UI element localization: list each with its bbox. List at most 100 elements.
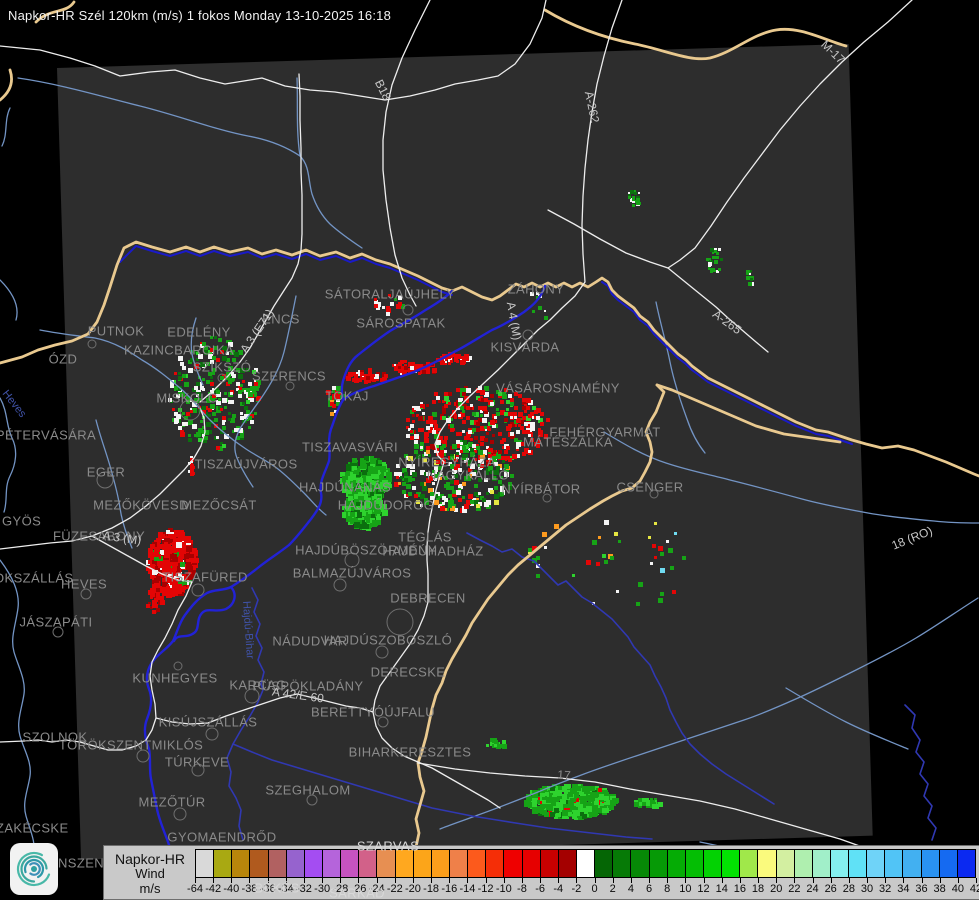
radar-cell: [432, 482, 435, 485]
radar-cell: [562, 810, 568, 816]
radar-cell: [200, 420, 203, 423]
legend-color-box: [522, 850, 541, 877]
radar-cell: [504, 450, 508, 454]
radar-cell: [462, 392, 466, 396]
map-line: [226, 587, 265, 841]
radar-cell: [376, 520, 381, 525]
legend-tick: [921, 878, 923, 883]
radar-cell: [248, 392, 253, 397]
radar-cell: [332, 390, 335, 393]
radar-cell: [474, 500, 479, 505]
radar-cell: [178, 356, 183, 361]
radar-cell: [172, 408, 175, 411]
map-line: [372, 461, 501, 809]
radar-cell: [632, 196, 635, 199]
radar-cell: [212, 412, 216, 416]
radar-cell: [334, 390, 338, 394]
legend-tick-value: 36: [915, 883, 928, 895]
radar-cell: [396, 476, 399, 479]
radar-cell: [398, 296, 402, 300]
radar-cell: [176, 414, 181, 419]
radar-cell: [176, 568, 180, 572]
radar-cell: [448, 500, 451, 503]
legend-color-box: [631, 850, 650, 877]
radar-cell: [178, 376, 182, 380]
radar-cell: [158, 570, 162, 574]
radar-cell: [212, 368, 216, 372]
radar-cell: [598, 788, 602, 792]
radar-cell: [228, 412, 231, 415]
map-lines: [0, 0, 979, 865]
radar-cell: [402, 478, 405, 481]
radar-cell: [152, 610, 156, 614]
radar-cell: [200, 362, 205, 367]
radar-cell: [630, 190, 634, 194]
radar-cell: [462, 454, 466, 458]
radar-cell: [386, 312, 390, 316]
legend-tick-value: 42: [969, 883, 979, 895]
radar-cell: [746, 276, 750, 280]
radar-cell: [480, 464, 484, 468]
radar-cell: [382, 374, 385, 377]
radar-cell: [346, 516, 352, 522]
radar-cell: [442, 416, 446, 420]
radar-cell: [420, 446, 423, 449]
radar-cell: [490, 420, 495, 425]
radar-cell: [426, 446, 430, 450]
radar-cell: [420, 494, 425, 499]
legend-tick-value: -4: [553, 883, 564, 895]
radar-cell: [508, 458, 512, 462]
radar-cell: [428, 476, 433, 481]
radar-cell: [170, 562, 174, 566]
radar-cell: [672, 590, 676, 594]
legend-tick: [885, 878, 887, 883]
radar-cell: [522, 416, 526, 420]
town-outline: [377, 716, 389, 728]
radar-cell: [208, 354, 213, 359]
radar-cell: [154, 590, 157, 593]
radar-cell: [202, 426, 205, 429]
radar-cell: [530, 426, 535, 431]
radar-cell: [410, 366, 414, 370]
radar-cell: [150, 588, 155, 593]
radar-cell: [356, 488, 362, 494]
radar-cell: [372, 374, 375, 377]
radar-cell: [250, 420, 254, 424]
radar-cell: [394, 472, 398, 476]
radar-cell: [210, 380, 213, 383]
radar-cell: [202, 410, 206, 414]
radar-cell: [614, 532, 618, 536]
legend-tick-value: 0: [591, 883, 598, 895]
radar-cell: [152, 570, 157, 575]
radar-cell: [448, 504, 452, 508]
radar-cell: [710, 270, 713, 273]
radar-cell: [478, 460, 481, 463]
radar-cell: [152, 604, 156, 608]
radar-cell: [746, 272, 749, 275]
radar-cell: [368, 368, 372, 372]
radar-cell: [568, 800, 573, 805]
radar-cell: [208, 396, 213, 401]
radar-cell: [462, 446, 466, 450]
radar-cell: [506, 426, 511, 431]
radar-cell: [396, 464, 400, 468]
legend-tick: [340, 878, 342, 883]
radar-cell: [510, 474, 514, 478]
radar-cell: [446, 486, 450, 490]
legend-color-box: [830, 850, 850, 877]
radar-cell: [358, 378, 362, 382]
legend-color-box: [667, 850, 686, 877]
town-outline: [649, 489, 659, 499]
radar-cell: [644, 798, 649, 803]
radar-cell: [572, 784, 578, 790]
radar-cell: [222, 356, 227, 361]
radar-cell: [442, 458, 445, 461]
radar-cell: [458, 498, 462, 502]
legend-tick-value: -36: [259, 883, 276, 895]
radar-cell: [502, 446, 505, 449]
radar-cell: [714, 248, 717, 251]
radar-cell: [444, 396, 449, 401]
radar-cell: [406, 494, 409, 497]
legend-tick-value: -20: [405, 883, 421, 895]
legend-tick-value: -12: [477, 883, 494, 895]
